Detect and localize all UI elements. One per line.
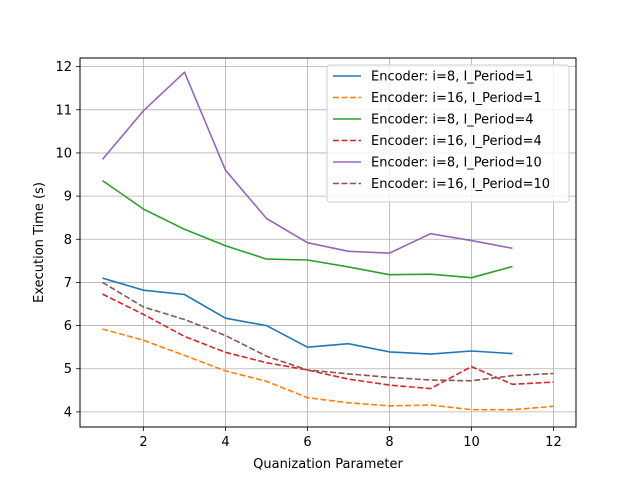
series-layer <box>101 71 554 411</box>
legend-label: Encoder: i=16, I_Period=10 <box>371 177 550 192</box>
x-tick-label: 12 <box>545 435 562 450</box>
y-tick-label: 8 <box>64 233 72 248</box>
legend: Encoder: i=8, I_Period=1 Encoder: i=16, I… <box>326 64 570 203</box>
series-line-4 <box>102 293 554 390</box>
legend-label: Encoder: i=16, I_Period=1 <box>371 91 542 106</box>
y-tick-label: 10 <box>55 146 72 161</box>
series-line-5 <box>101 71 513 254</box>
y-tick-label: 6 <box>64 319 72 334</box>
legend-label: Encoder: i=8, I_Period=4 <box>371 113 534 128</box>
x-tick-label: 8 <box>385 435 393 450</box>
y-tick-label: 7 <box>64 276 72 291</box>
y-axis-label: Execution Time (s) <box>32 182 47 303</box>
y-tick-label: 5 <box>64 362 72 377</box>
series-line-1 <box>102 277 513 355</box>
y-tick-label: 4 <box>64 405 72 420</box>
series-line-2 <box>102 328 554 411</box>
legend-label: Encoder: i=8, I_Period=10 <box>371 156 542 171</box>
legend-label: Encoder: i=8, I_Period=1 <box>371 70 534 85</box>
x-tick-label: 6 <box>303 435 311 450</box>
plot-frame <box>79 57 577 428</box>
axis-ticks: 2 4 6 8 10 12 4 5 6 7 8 9 10 11 12 <box>55 60 561 450</box>
x-tick-label: 2 <box>139 435 147 450</box>
x-axis-label: Quanization Parameter <box>253 457 403 472</box>
series-line-6 <box>102 281 554 382</box>
legend-label: Encoder: i=16, I_Period=4 <box>371 134 542 149</box>
y-tick-label: 11 <box>55 103 72 118</box>
x-tick-label: 4 <box>221 435 229 450</box>
y-tick-label: 9 <box>64 190 72 205</box>
series-line-3 <box>102 179 513 279</box>
y-tick-label: 12 <box>55 60 72 75</box>
x-tick-label: 10 <box>463 435 480 450</box>
legend-box <box>326 64 570 203</box>
